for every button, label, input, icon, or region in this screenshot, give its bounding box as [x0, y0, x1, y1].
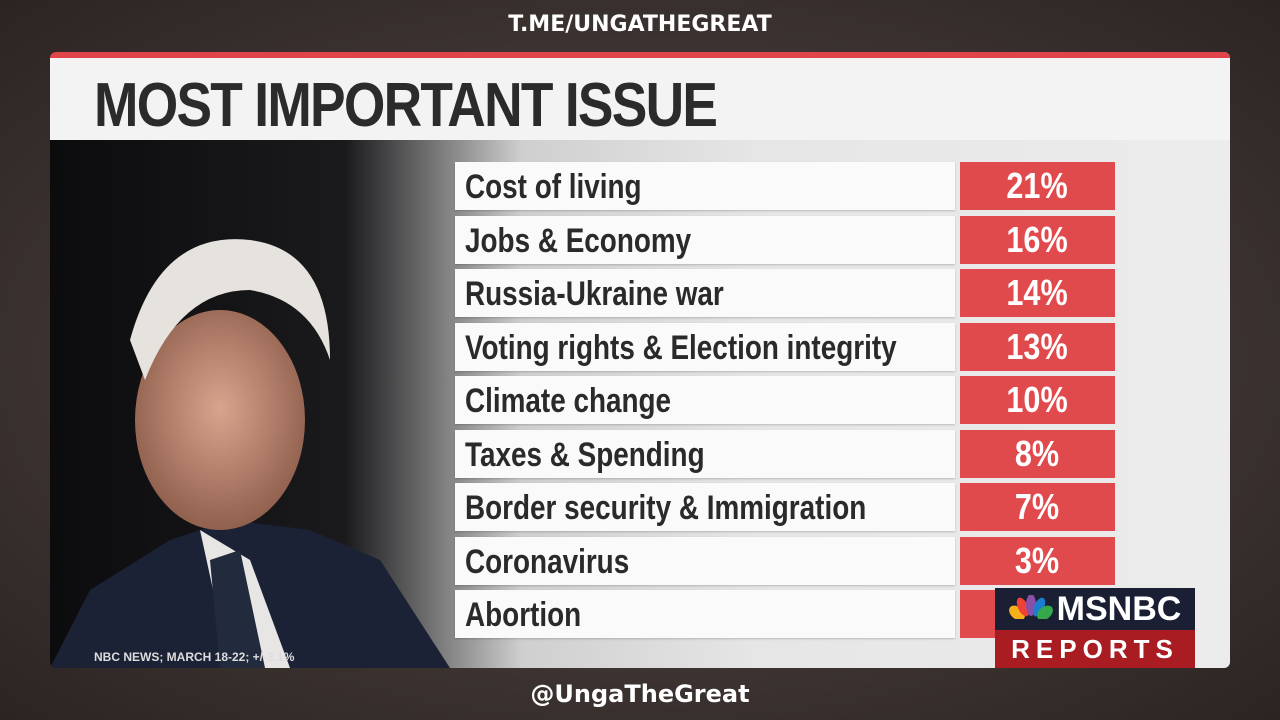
issue-value-box: 7%	[960, 483, 1115, 531]
issue-label-box: Border security & Immigration	[455, 483, 955, 531]
issue-value-box: 3%	[960, 536, 1115, 585]
peacock-icon	[1008, 595, 1053, 623]
issue-label: Climate change	[465, 382, 672, 420]
issue-value: 13%	[1006, 325, 1069, 367]
issue-label: Abortion	[465, 596, 582, 634]
issue-label: Coronavirus	[465, 542, 630, 581]
issue-label: Cost of living	[465, 168, 642, 206]
issue-value: 21%	[1006, 165, 1069, 206]
logo-brand: MSNBC	[1056, 589, 1182, 628]
issue-value: 14%	[1006, 272, 1069, 313]
issue-label: Russia-Ukraine war	[465, 275, 724, 313]
watermark-top: T.ME/UNGATHEGREAT	[508, 12, 772, 37]
issue-label-box: Coronavirus	[455, 536, 955, 585]
watermark-bottom: @UngaTheGreat	[530, 680, 750, 708]
issue-value: 3%	[1015, 539, 1060, 581]
issue-value-box: 16%	[960, 215, 1115, 264]
issue-label-box: Taxes & Spending	[455, 429, 955, 478]
issue-value-box: 21%	[960, 162, 1115, 210]
issue-label-box: Climate change	[455, 376, 955, 424]
title-bar: MOST IMPORTANT ISSUE	[50, 58, 1230, 140]
accent-line	[50, 52, 1230, 58]
portrait-photo	[50, 140, 520, 668]
issue-value: 10%	[1006, 379, 1069, 420]
poll-graphic: MOST IMPORTANT ISSUE NBC NEWS; MARCH 18-…	[50, 52, 1230, 668]
chart-title: MOST IMPORTANT ISSUE	[94, 71, 718, 140]
msnbc-reports-logo: MSNBC REPORTS	[995, 588, 1195, 668]
issue-value-box: 8%	[960, 429, 1115, 478]
issue-label: Taxes & Spending	[465, 435, 705, 474]
issue-value-box: 10%	[960, 376, 1115, 424]
issue-label-box: Abortion	[455, 590, 955, 638]
issue-label-box: Cost of living	[455, 162, 955, 210]
issue-label: Jobs & Economy	[465, 221, 692, 260]
issue-value: 16%	[1006, 218, 1069, 260]
logo-show: REPORTS	[995, 630, 1195, 668]
issue-value-box: 13%	[960, 322, 1115, 371]
issue-label-box: Russia-Ukraine war	[455, 269, 955, 317]
issue-value: 8%	[1015, 432, 1060, 474]
issue-label-box: Voting rights & Election integrity	[455, 322, 955, 371]
issue-label-box: Jobs & Economy	[455, 215, 955, 264]
issue-label: Voting rights & Election integrity	[465, 328, 897, 367]
source-note: NBC NEWS; MARCH 18-22; +/-3.1%	[94, 650, 295, 664]
issue-value-box: 14%	[960, 269, 1115, 317]
issue-label: Border security & Immigration	[465, 489, 867, 527]
issue-value: 7%	[1015, 486, 1060, 527]
